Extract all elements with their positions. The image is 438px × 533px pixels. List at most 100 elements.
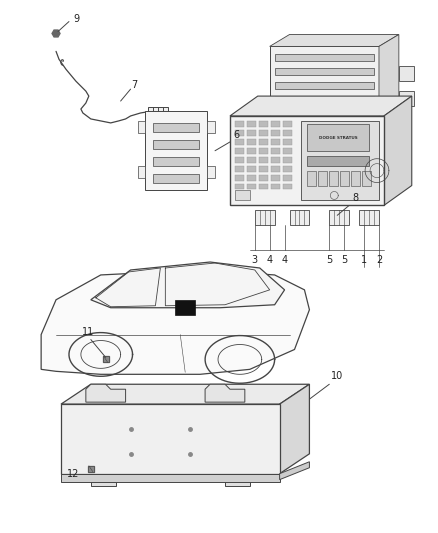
Polygon shape [175, 300, 195, 314]
Polygon shape [235, 190, 250, 200]
Polygon shape [301, 121, 379, 200]
Text: 3: 3 [252, 255, 258, 265]
Polygon shape [329, 211, 349, 225]
Polygon shape [138, 121, 145, 133]
Text: 9: 9 [73, 13, 79, 23]
Polygon shape [52, 30, 60, 37]
Polygon shape [205, 384, 245, 402]
Polygon shape [275, 54, 374, 61]
Text: DODGE STRATUS: DODGE STRATUS [319, 136, 357, 140]
Polygon shape [247, 175, 256, 181]
Polygon shape [91, 474, 116, 486]
Polygon shape [247, 157, 256, 163]
Polygon shape [384, 96, 412, 205]
Polygon shape [359, 211, 379, 225]
Polygon shape [235, 183, 244, 190]
Polygon shape [271, 148, 279, 154]
Polygon shape [271, 121, 279, 127]
Polygon shape [259, 130, 268, 136]
Polygon shape [307, 156, 369, 166]
Polygon shape [279, 384, 309, 474]
Polygon shape [138, 166, 145, 177]
Polygon shape [271, 157, 279, 163]
Polygon shape [290, 211, 309, 225]
Polygon shape [247, 148, 256, 154]
Polygon shape [270, 35, 399, 46]
Polygon shape [283, 148, 292, 154]
Polygon shape [283, 130, 292, 136]
Polygon shape [230, 116, 384, 205]
Polygon shape [247, 121, 256, 127]
Text: 12: 12 [67, 469, 79, 479]
Polygon shape [247, 183, 256, 190]
Polygon shape [235, 166, 244, 172]
Polygon shape [351, 171, 360, 185]
Text: 2: 2 [376, 255, 382, 265]
Text: 1: 1 [361, 255, 367, 265]
Polygon shape [86, 384, 126, 402]
Polygon shape [379, 35, 399, 116]
Polygon shape [307, 171, 316, 185]
Polygon shape [207, 166, 215, 177]
Polygon shape [235, 130, 244, 136]
Polygon shape [247, 139, 256, 145]
Polygon shape [153, 174, 199, 182]
Polygon shape [41, 270, 309, 374]
Polygon shape [235, 157, 244, 163]
Polygon shape [255, 211, 275, 225]
Polygon shape [61, 404, 279, 474]
Polygon shape [235, 121, 244, 127]
Polygon shape [61, 384, 309, 404]
Polygon shape [283, 139, 292, 145]
Text: 11: 11 [82, 327, 94, 336]
Polygon shape [399, 91, 414, 106]
Polygon shape [271, 183, 279, 190]
Text: 6: 6 [234, 130, 240, 140]
Polygon shape [145, 111, 207, 190]
Polygon shape [270, 46, 379, 116]
Polygon shape [259, 139, 268, 145]
Polygon shape [259, 183, 268, 190]
Polygon shape [362, 171, 371, 185]
Polygon shape [271, 130, 279, 136]
Polygon shape [283, 157, 292, 163]
Text: 4: 4 [267, 255, 273, 265]
Polygon shape [330, 191, 338, 199]
Polygon shape [148, 107, 168, 115]
Polygon shape [61, 474, 279, 482]
Polygon shape [247, 130, 256, 136]
Polygon shape [207, 121, 215, 133]
Polygon shape [259, 175, 268, 181]
Text: 5: 5 [341, 255, 347, 265]
Polygon shape [283, 121, 292, 127]
Polygon shape [283, 166, 292, 172]
Text: 10: 10 [331, 372, 343, 381]
Polygon shape [259, 121, 268, 127]
Polygon shape [283, 175, 292, 181]
Polygon shape [230, 96, 412, 116]
Polygon shape [235, 175, 244, 181]
Polygon shape [235, 139, 244, 145]
Polygon shape [271, 139, 279, 145]
Polygon shape [235, 148, 244, 154]
Text: 7: 7 [131, 80, 138, 90]
Polygon shape [275, 68, 374, 75]
Polygon shape [307, 124, 369, 151]
Polygon shape [318, 171, 327, 185]
Polygon shape [153, 157, 199, 166]
Polygon shape [153, 123, 199, 132]
Polygon shape [259, 166, 268, 172]
Polygon shape [279, 462, 309, 480]
Polygon shape [259, 148, 268, 154]
Polygon shape [340, 171, 349, 185]
Polygon shape [225, 474, 250, 486]
Polygon shape [275, 96, 374, 103]
Text: 8: 8 [352, 193, 358, 204]
Polygon shape [271, 175, 279, 181]
Text: 5: 5 [326, 255, 332, 265]
Polygon shape [91, 262, 285, 308]
Text: 4: 4 [282, 255, 288, 265]
Polygon shape [399, 66, 414, 81]
Polygon shape [153, 140, 199, 149]
Polygon shape [329, 171, 338, 185]
